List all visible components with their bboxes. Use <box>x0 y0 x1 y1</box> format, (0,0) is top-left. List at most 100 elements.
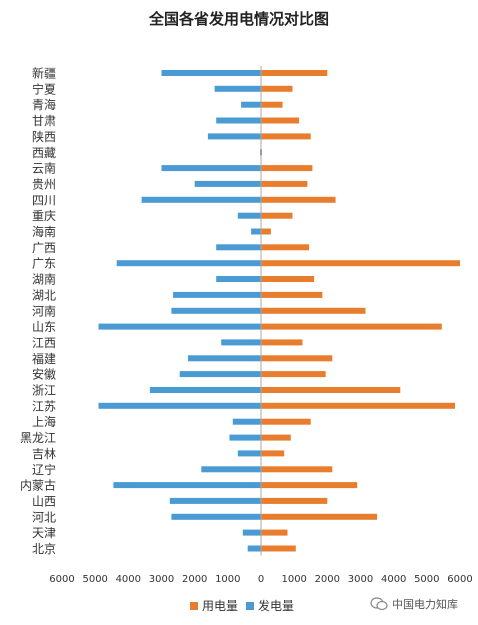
bar-usage-11 <box>261 244 310 251</box>
bar-usage-3 <box>261 117 300 124</box>
x-tick-label-12: 6000 <box>447 574 472 585</box>
x-tick-label-0: 6000 <box>49 574 74 585</box>
x-tick-label-4: 2000 <box>182 574 207 585</box>
category-label-24: 吉林 <box>32 447 56 461</box>
bar-usage-29 <box>261 529 288 536</box>
bar-usage-19 <box>261 371 326 378</box>
legend-swatch-usage <box>190 601 198 610</box>
legend-swatch-generation <box>246 601 255 610</box>
bar-generation-9 <box>237 212 261 219</box>
bar-generation-3 <box>216 117 261 124</box>
bar-usage-18 <box>261 355 333 362</box>
bar-generation-29 <box>242 529 261 536</box>
bar-generation-26 <box>113 482 262 489</box>
bar-usage-20 <box>261 387 401 393</box>
x-tick-label-3: 3000 <box>149 574 174 585</box>
category-label-12: 广东 <box>32 257 56 271</box>
bar-generation-28 <box>171 513 261 520</box>
x-tick-label-8: 2000 <box>315 574 340 585</box>
category-label-10: 海南 <box>32 224 56 239</box>
bar-usage-28 <box>261 513 378 520</box>
bar-generation-20 <box>149 387 261 393</box>
category-label-3: 甘肃 <box>32 114 56 128</box>
bar-usage-24 <box>261 450 285 457</box>
category-label-8: 四川 <box>32 193 56 207</box>
x-tick-label-6: 0 <box>258 574 264 585</box>
x-tick-label-1: 5000 <box>82 574 107 585</box>
bar-generation-16 <box>98 323 261 330</box>
bar-usage-30 <box>261 545 296 552</box>
bar-generation-25 <box>201 466 261 473</box>
bar-generation-12 <box>116 260 261 267</box>
bar-generation-0 <box>161 70 261 76</box>
legend-item-generation: 发电量 <box>246 597 294 614</box>
category-label-20: 浙江 <box>32 384 56 398</box>
chart-title: 全国各省发用电情况对比图 <box>148 10 329 28</box>
category-label-9: 重庆 <box>32 209 56 223</box>
bar-usage-15 <box>261 307 366 314</box>
category-label-30: 北京 <box>32 542 56 556</box>
x-tick-label-11: 5000 <box>414 574 439 585</box>
x-tick-label-2: 4000 <box>116 574 141 585</box>
category-label-27: 山西 <box>32 494 56 508</box>
watermark: 中国电力知库 <box>370 596 458 612</box>
category-label-4: 陕西 <box>32 129 56 144</box>
bar-generation-6 <box>161 165 261 172</box>
bar-generation-4 <box>207 133 261 140</box>
x-tick-label-10: 4000 <box>381 574 406 585</box>
bar-generation-2 <box>241 101 261 108</box>
bar-usage-21 <box>261 402 455 409</box>
wechat-icon <box>370 597 388 611</box>
bar-generation-13 <box>216 276 261 282</box>
bar-usage-16 <box>261 323 442 330</box>
bar-generation-19 <box>179 371 261 378</box>
bar-usage-25 <box>261 466 333 473</box>
category-label-26: 内蒙古 <box>20 478 56 493</box>
bar-usage-9 <box>261 212 293 219</box>
category-label-23: 黑龙江 <box>20 431 56 445</box>
x-tick-label-5: 1000 <box>215 574 240 585</box>
category-label-28: 河北 <box>32 510 56 524</box>
bar-usage-1 <box>261 85 293 92</box>
category-label-21: 江苏 <box>32 399 56 413</box>
legend-label-usage: 用电量 <box>202 599 239 613</box>
x-tick-label-9: 3000 <box>348 574 373 585</box>
category-label-17: 江西 <box>32 336 56 350</box>
bar-usage-10 <box>261 228 271 235</box>
bar-usage-27 <box>261 497 328 504</box>
legend-item-usage: 用电量 <box>190 597 238 614</box>
bar-generation-1 <box>214 85 261 92</box>
watermark-text: 中国电力知库 <box>392 598 458 611</box>
bar-usage-0 <box>261 70 328 76</box>
legend: 用电量 发电量 <box>190 597 302 614</box>
x-axis-ticks: 6000 5000 4000 3000 2000 1000 0 1000 2000 3000 400… <box>49 574 472 585</box>
category-label-7: 贵州 <box>32 177 56 191</box>
bar-generation-23 <box>229 434 261 441</box>
category-label-13: 湖南 <box>32 272 56 287</box>
bar-usage-7 <box>261 180 308 187</box>
category-label-16: 山东 <box>32 320 56 334</box>
category-label-22: 上海 <box>32 414 56 429</box>
bar-generation-7 <box>194 180 261 187</box>
category-label-1: 宁夏 <box>32 81 56 96</box>
category-label-19: 安徽 <box>32 367 56 382</box>
category-labels: 新疆宁夏青海甘肃陕西西藏云南贵州四川重庆海南广西广东湖南湖北河南山东江西福建安徽… <box>20 66 56 557</box>
bar-generation-8 <box>141 196 261 203</box>
bar-usage-17 <box>261 339 303 346</box>
bar-usage-23 <box>261 434 291 441</box>
category-label-18: 福建 <box>32 351 56 366</box>
category-label-6: 云南 <box>32 161 56 176</box>
bar-generation-24 <box>237 450 261 457</box>
bar-generation-27 <box>169 497 261 504</box>
bar-generation-10 <box>251 228 261 235</box>
category-label-25: 辽宁 <box>32 462 56 477</box>
bar-usage-12 <box>261 260 460 267</box>
category-label-29: 天津 <box>32 526 56 540</box>
bar-generation-11 <box>216 244 261 251</box>
bars-group <box>98 70 460 552</box>
x-tick-label-7: 1000 <box>281 574 306 585</box>
bar-generation-14 <box>173 291 261 298</box>
bar-usage-22 <box>261 418 311 425</box>
bar-generation-15 <box>171 307 261 314</box>
